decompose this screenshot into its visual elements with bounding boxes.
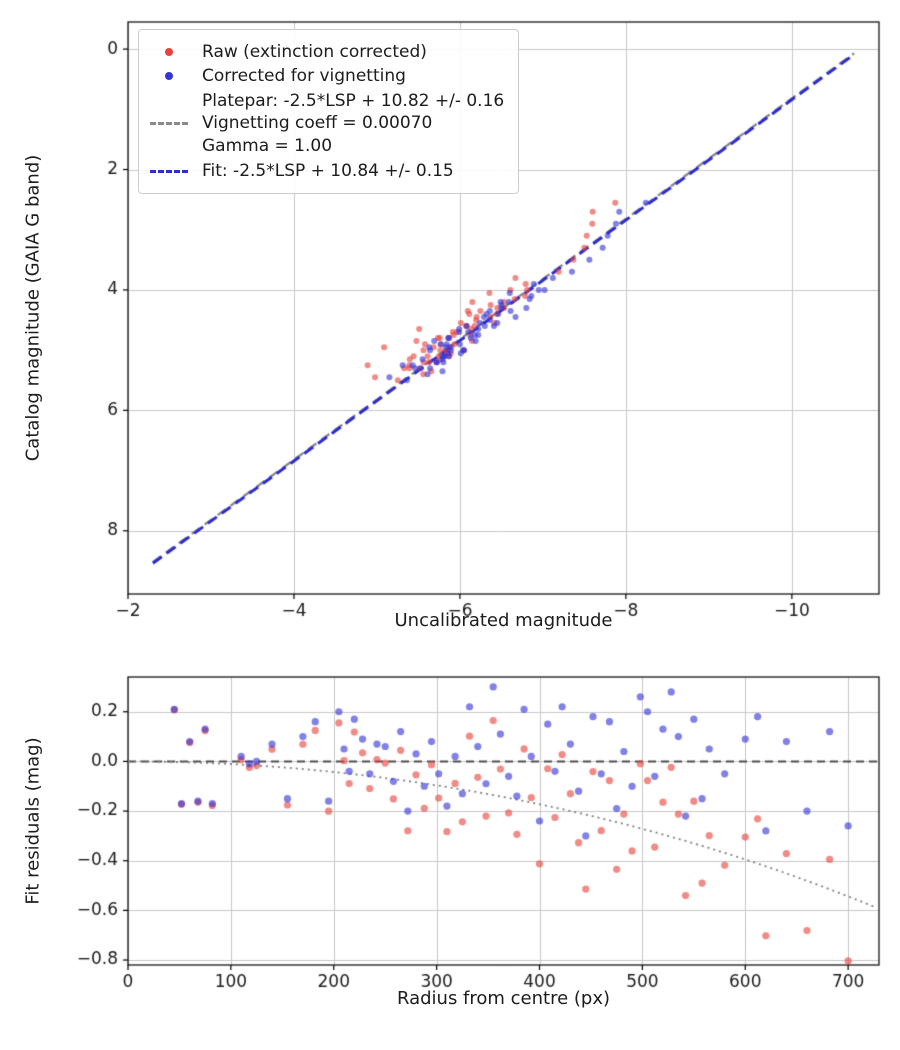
legend-entry-fit: Fit: -2.5*LSP + 10.84 +/- 0.15 [149, 161, 504, 181]
top-yaxis-label: Catalog magnitude (GAIA G band) [22, 154, 44, 462]
legend-box: Raw (extinction corrected) Corrected for… [138, 29, 520, 195]
legend-label-platepar: Platepar: -2.5*LSP + 10.82 +/- 0.16 Vign… [202, 90, 504, 157]
legend-entry-corrected: Corrected for vignetting [149, 66, 504, 86]
blue-dashed-line-icon [150, 169, 188, 173]
legend-entry-raw: Raw (extinction corrected) [149, 42, 504, 62]
raw-marker-icon [149, 48, 189, 56]
bottom-yaxis-label: Fit residuals (mag) [22, 737, 44, 905]
bottom-xaxis-label: Radius from centre (px) [396, 988, 611, 1009]
platepar-dash-icon [149, 122, 189, 126]
blue-dot-icon [165, 72, 173, 80]
corrected-marker-icon [149, 72, 189, 80]
red-dot-icon [165, 48, 173, 56]
top-xaxis-label: Uncalibrated magnitude [394, 610, 613, 631]
legend-label-corrected: Corrected for vignetting [202, 66, 406, 86]
platepar-line-3: Gamma = 1.00 [202, 135, 333, 156]
platepar-line-1: Platepar: -2.5*LSP + 10.82 +/- 0.16 [202, 91, 505, 111]
legend-entry-platepar: Platepar: -2.5*LSP + 10.82 +/- 0.16 Vign… [149, 90, 504, 157]
legend-label-raw: Raw (extinction corrected) [202, 42, 427, 62]
platepar-line-2: Vignetting coeff = 0.00070 [202, 113, 433, 134]
legend-label-fit: Fit: -2.5*LSP + 10.84 +/- 0.15 [202, 161, 454, 182]
fit-dash-icon [149, 169, 189, 173]
gray-dashed-line-icon [150, 122, 188, 126]
